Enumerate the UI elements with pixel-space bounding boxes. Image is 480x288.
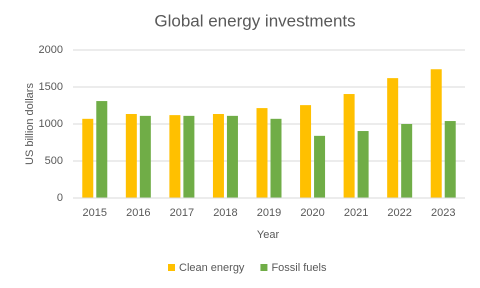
y-tick-label: 0 [57,192,63,204]
legend-swatch [260,264,268,271]
bar [444,121,456,198]
y-tick-label: 1500 [39,81,63,93]
bar [139,115,151,198]
bar [401,124,413,198]
x-tick-label: 2015 [83,207,107,219]
y-axis-title: US billion dollars [24,83,36,165]
x-tick-label: 2017 [170,207,194,219]
bar [226,115,238,198]
legend-swatch [168,264,175,271]
x-tick-label: 2019 [257,207,281,219]
bar [212,114,224,198]
bar [387,78,399,198]
bar [357,131,369,198]
x-tick-label: 2022 [387,207,411,219]
bar [256,108,268,198]
x-tick-label: 2018 [213,207,237,219]
legend-label: Clean energy [179,262,245,274]
bar [96,101,108,198]
x-tick-label: 2016 [126,207,150,219]
x-tick-label: 2021 [344,207,368,219]
bar [169,115,181,198]
x-axis-title: Year [257,229,280,241]
bar [300,105,312,198]
bar [183,115,195,198]
y-tick-label: 2000 [39,44,63,56]
x-tick-label: 2020 [300,207,324,219]
legend-label: Fossil fuels [271,262,327,274]
bar [343,94,355,198]
y-tick-label: 500 [45,155,63,167]
bar [125,114,137,198]
x-tick-label: 2023 [431,207,455,219]
bar [430,69,442,199]
bar [270,118,282,198]
bar [82,118,94,198]
y-tick-label: 1000 [39,118,63,130]
chart-title: Global energy investments [154,11,355,30]
bar [314,135,326,198]
